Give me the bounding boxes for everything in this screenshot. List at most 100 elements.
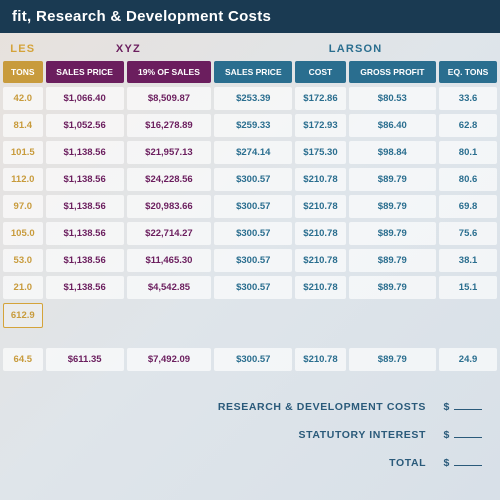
summary-total-cur: $ bbox=[444, 457, 450, 469]
group-larson: LARSON bbox=[214, 37, 497, 57]
cell-les-tons: 105.0 bbox=[3, 222, 43, 245]
cell-lar-gp: $89.79 bbox=[349, 195, 436, 218]
table-row: 112.0$1,138.56$24,228.56$300.57$210.78$8… bbox=[3, 168, 497, 191]
cell-xyz-price: $1,138.56 bbox=[46, 222, 124, 245]
cell-lar-cost: $210.78 bbox=[295, 168, 345, 191]
summary-si-cur: $ bbox=[444, 429, 450, 441]
cell-lar-gp: $86.40 bbox=[349, 114, 436, 137]
cell-xyz-price: $611.35 bbox=[46, 348, 124, 371]
cell-les-tons: 112.0 bbox=[3, 168, 43, 191]
cell-lar-gp: $80.53 bbox=[349, 87, 436, 110]
summary-si-line bbox=[454, 437, 482, 438]
cell-xyz-pct: $7,492.09 bbox=[127, 348, 212, 371]
table-row: 97.0$1,138.56$20,983.66$300.57$210.78$89… bbox=[3, 195, 497, 218]
cell-les-tons: 101.5 bbox=[3, 141, 43, 164]
cell-xyz-pct: $4,542.85 bbox=[127, 276, 212, 299]
cell-lar-tons: 62.8 bbox=[439, 114, 497, 137]
cell-lar-cost: $210.78 bbox=[295, 249, 345, 272]
col-lar-cost: COST bbox=[295, 61, 345, 83]
cell-lar-tons: 69.8 bbox=[439, 195, 497, 218]
cell-lar-price: $259.33 bbox=[214, 114, 292, 137]
cell-lar-price: $300.57 bbox=[214, 249, 292, 272]
cell-lar-gp: $89.79 bbox=[349, 249, 436, 272]
cell-lar-price: $300.57 bbox=[214, 348, 292, 371]
col-les-tons: TONS bbox=[3, 61, 43, 83]
cell-xyz-pct: $11,465.30 bbox=[127, 249, 212, 272]
cell-lar-tons: 15.1 bbox=[439, 276, 497, 299]
cell-lar-price: $274.14 bbox=[214, 141, 292, 164]
summary-section: RESEARCH & DEVELOPMENT COSTS $ STATUTORY… bbox=[0, 393, 500, 477]
table-row: 42.0$1,066.40$8,509.87$253.39$172.86$80.… bbox=[3, 87, 497, 110]
cell-xyz-price: $1,138.56 bbox=[46, 249, 124, 272]
empty-cell bbox=[46, 303, 497, 328]
cell-lar-price: $300.57 bbox=[214, 168, 292, 191]
table-row: 81.4$1,052.56$16,278.89$259.33$172.93$86… bbox=[3, 114, 497, 137]
col-xyz-price: SALES PRICE bbox=[46, 61, 124, 83]
cell-xyz-pct: $16,278.89 bbox=[127, 114, 212, 137]
summary-rd-cur: $ bbox=[444, 401, 450, 413]
col-lar-tons: EQ. TONS bbox=[439, 61, 497, 83]
cell-lar-tons: 80.6 bbox=[439, 168, 497, 191]
col-lar-gp: GROSS PROFIT bbox=[349, 61, 436, 83]
cell-xyz-pct: $24,228.56 bbox=[127, 168, 212, 191]
cell-xyz-price: $1,052.56 bbox=[46, 114, 124, 137]
group-header-row: LES XYZ LARSON bbox=[3, 37, 497, 57]
cell-lar-price: $300.57 bbox=[214, 276, 292, 299]
cell-lar-cost: $210.78 bbox=[295, 222, 345, 245]
cell-xyz-price: $1,138.56 bbox=[46, 168, 124, 191]
cell-lar-gp: $98.84 bbox=[349, 141, 436, 164]
cell-lar-tons: 24.9 bbox=[439, 348, 497, 371]
les-total: 612.9 bbox=[3, 303, 43, 328]
cell-lar-tons: 80.1 bbox=[439, 141, 497, 164]
cell-lar-gp: $89.79 bbox=[349, 276, 436, 299]
footer-data-row: 64.5 $611.35 $7,492.09 $300.57 $210.78 $… bbox=[3, 348, 497, 371]
page-title: fit, Research & Development Costs bbox=[0, 0, 500, 33]
cell-lar-tons: 38.1 bbox=[439, 249, 497, 272]
cell-lar-cost: $172.86 bbox=[295, 87, 345, 110]
cell-xyz-price: $1,138.56 bbox=[46, 276, 124, 299]
cell-xyz-price: $1,138.56 bbox=[46, 195, 124, 218]
cell-lar-tons: 33.6 bbox=[439, 87, 497, 110]
cell-les-tons: 97.0 bbox=[3, 195, 43, 218]
cell-xyz-price: $1,138.56 bbox=[46, 141, 124, 164]
cell-lar-cost: $172.93 bbox=[295, 114, 345, 137]
column-header-row: TONS SALES PRICE 19% OF SALES SALES PRIC… bbox=[3, 61, 497, 83]
cell-les-tons: 64.5 bbox=[3, 348, 43, 371]
cell-les-tons: 42.0 bbox=[3, 87, 43, 110]
cell-lar-cost: $175.30 bbox=[295, 141, 345, 164]
cell-lar-cost: $210.78 bbox=[295, 348, 345, 371]
cell-lar-price: $253.39 bbox=[214, 87, 292, 110]
cell-lar-gp: $89.79 bbox=[349, 348, 436, 371]
group-xyz: XYZ bbox=[46, 37, 212, 57]
cell-les-tons: 21.0 bbox=[3, 276, 43, 299]
cell-lar-cost: $210.78 bbox=[295, 276, 345, 299]
cell-les-tons: 53.0 bbox=[3, 249, 43, 272]
summary-rd-line bbox=[454, 409, 482, 410]
cell-xyz-pct: $20,983.66 bbox=[127, 195, 212, 218]
data-table-wrap: LES XYZ LARSON TONS SALES PRICE 19% OF S… bbox=[0, 33, 500, 375]
cell-xyz-pct: $22,714.27 bbox=[127, 222, 212, 245]
cell-lar-price: $300.57 bbox=[214, 195, 292, 218]
summary-rd-label: RESEARCH & DEVELOPMENT COSTS bbox=[218, 401, 426, 413]
cell-lar-cost: $210.78 bbox=[295, 195, 345, 218]
summary-si-label: STATUTORY INTEREST bbox=[299, 429, 426, 441]
table-row: 53.0$1,138.56$11,465.30$300.57$210.78$89… bbox=[3, 249, 497, 272]
summary-rd: RESEARCH & DEVELOPMENT COSTS $ bbox=[0, 393, 482, 421]
cell-lar-gp: $89.79 bbox=[349, 222, 436, 245]
col-xyz-pct: 19% OF SALES bbox=[127, 61, 212, 83]
cell-xyz-price: $1,066.40 bbox=[46, 87, 124, 110]
data-table: LES XYZ LARSON TONS SALES PRICE 19% OF S… bbox=[0, 33, 500, 375]
table-row: 101.5$1,138.56$21,957.13$274.14$175.30$9… bbox=[3, 141, 497, 164]
cell-lar-tons: 75.6 bbox=[439, 222, 497, 245]
col-lar-price: SALES PRICE bbox=[214, 61, 292, 83]
summary-total-label: TOTAL bbox=[389, 457, 426, 469]
spacer-row bbox=[3, 332, 497, 344]
total-row: 612.9 bbox=[3, 303, 497, 328]
cell-lar-gp: $89.79 bbox=[349, 168, 436, 191]
table-row: 21.0$1,138.56$4,542.85$300.57$210.78$89.… bbox=[3, 276, 497, 299]
cell-lar-price: $300.57 bbox=[214, 222, 292, 245]
cell-les-tons: 81.4 bbox=[3, 114, 43, 137]
cell-xyz-pct: $8,509.87 bbox=[127, 87, 212, 110]
summary-si: STATUTORY INTEREST $ bbox=[0, 421, 482, 449]
cell-xyz-pct: $21,957.13 bbox=[127, 141, 212, 164]
